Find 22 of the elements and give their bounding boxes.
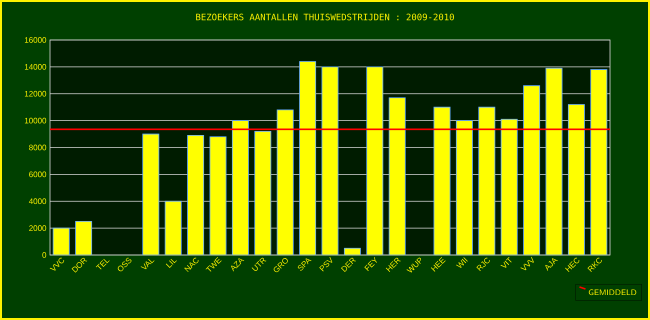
bar	[165, 201, 182, 255]
bar	[188, 135, 204, 255]
bar	[322, 66, 338, 255]
bar	[434, 106, 450, 255]
bar	[142, 134, 159, 255]
bar	[277, 110, 294, 255]
bar	[568, 104, 585, 255]
bar	[546, 68, 562, 255]
bar	[456, 120, 473, 255]
bar	[366, 66, 383, 255]
bar	[232, 120, 248, 255]
bar	[210, 136, 226, 255]
bar	[500, 118, 518, 255]
chart-title: BEZOEKERS AANTALLEN THUISWEDSTRIJDEN : 2009-2010	[196, 14, 454, 20]
bar	[590, 69, 608, 255]
bar	[478, 106, 496, 255]
bar	[254, 131, 271, 255]
bar	[300, 61, 316, 255]
bar	[523, 85, 540, 255]
bar	[75, 221, 92, 255]
bar	[52, 228, 70, 255]
bar	[389, 98, 406, 255]
